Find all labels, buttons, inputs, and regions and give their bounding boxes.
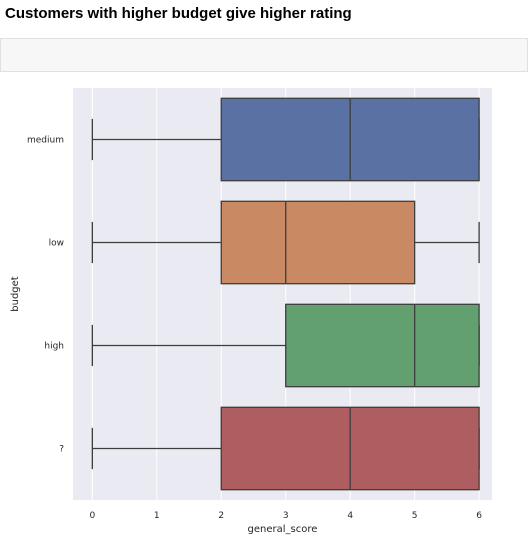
code-token: sns.set(rc={ <box>5 71 96 72</box>
x-tick-label: 1 <box>154 511 160 521</box>
y-tick-label: high <box>44 342 64 352</box>
x-axis-label: general_score <box>248 524 318 535</box>
y-tick-label: medium <box>27 136 64 146</box>
page-title: Customers with higher budget give higher… <box>5 5 352 22</box>
x-tick-label: 4 <box>347 511 353 521</box>
box-high <box>285 303 480 388</box>
code-token: :(9,9)}) <box>217 71 278 72</box>
x-tick-label: 2 <box>218 511 224 521</box>
code-token: 'figure.figsize' <box>96 71 217 72</box>
code-cell[interactable]: sns.set(rc={'figure.figsize':(9,9)}) sns… <box>0 38 528 72</box>
y-tick-label: low <box>49 239 64 249</box>
boxplot-chart: 0 1 2 3 4 5 6 medium low high? general_score budget <box>10 88 492 535</box>
code-line: sns.set(rc={'figure.figsize':(9,9)}) <box>5 71 523 72</box>
x-tick-label: 5 <box>412 511 418 521</box>
box-low <box>220 200 416 285</box>
x-tick-label: 6 <box>476 511 482 521</box>
y-axis-label: budget <box>10 276 21 312</box>
y-tick-label: ? <box>59 445 64 455</box>
x-tick-label: 0 <box>89 511 95 521</box>
x-tick-label: 3 <box>283 511 289 521</box>
